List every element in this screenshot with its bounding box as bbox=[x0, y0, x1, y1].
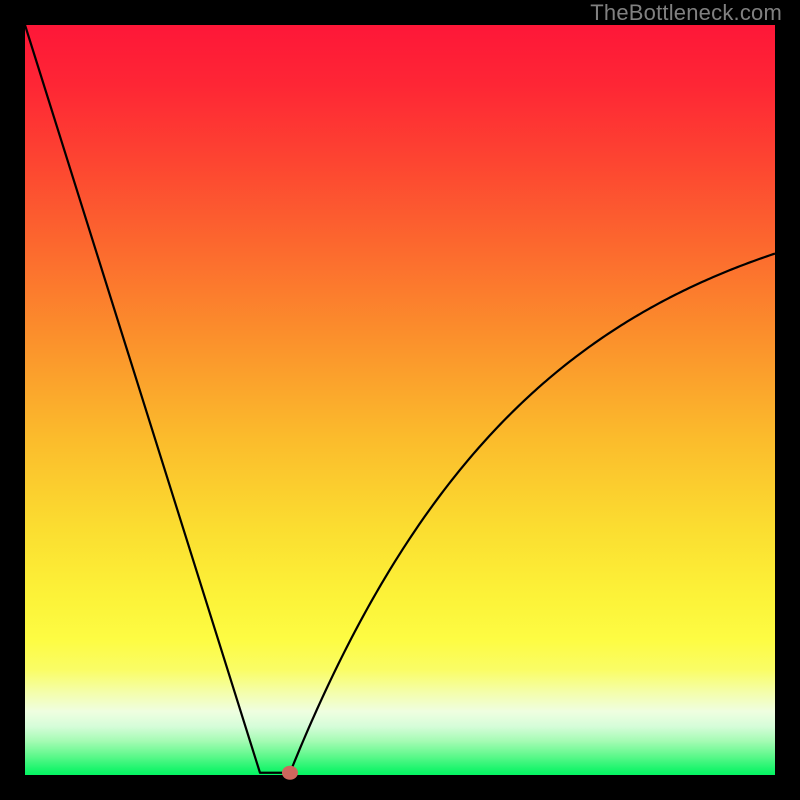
watermark-text: TheBottleneck.com bbox=[590, 0, 782, 26]
optimum-marker bbox=[282, 766, 298, 780]
plot-area bbox=[25, 25, 775, 775]
chart-svg bbox=[0, 0, 800, 800]
